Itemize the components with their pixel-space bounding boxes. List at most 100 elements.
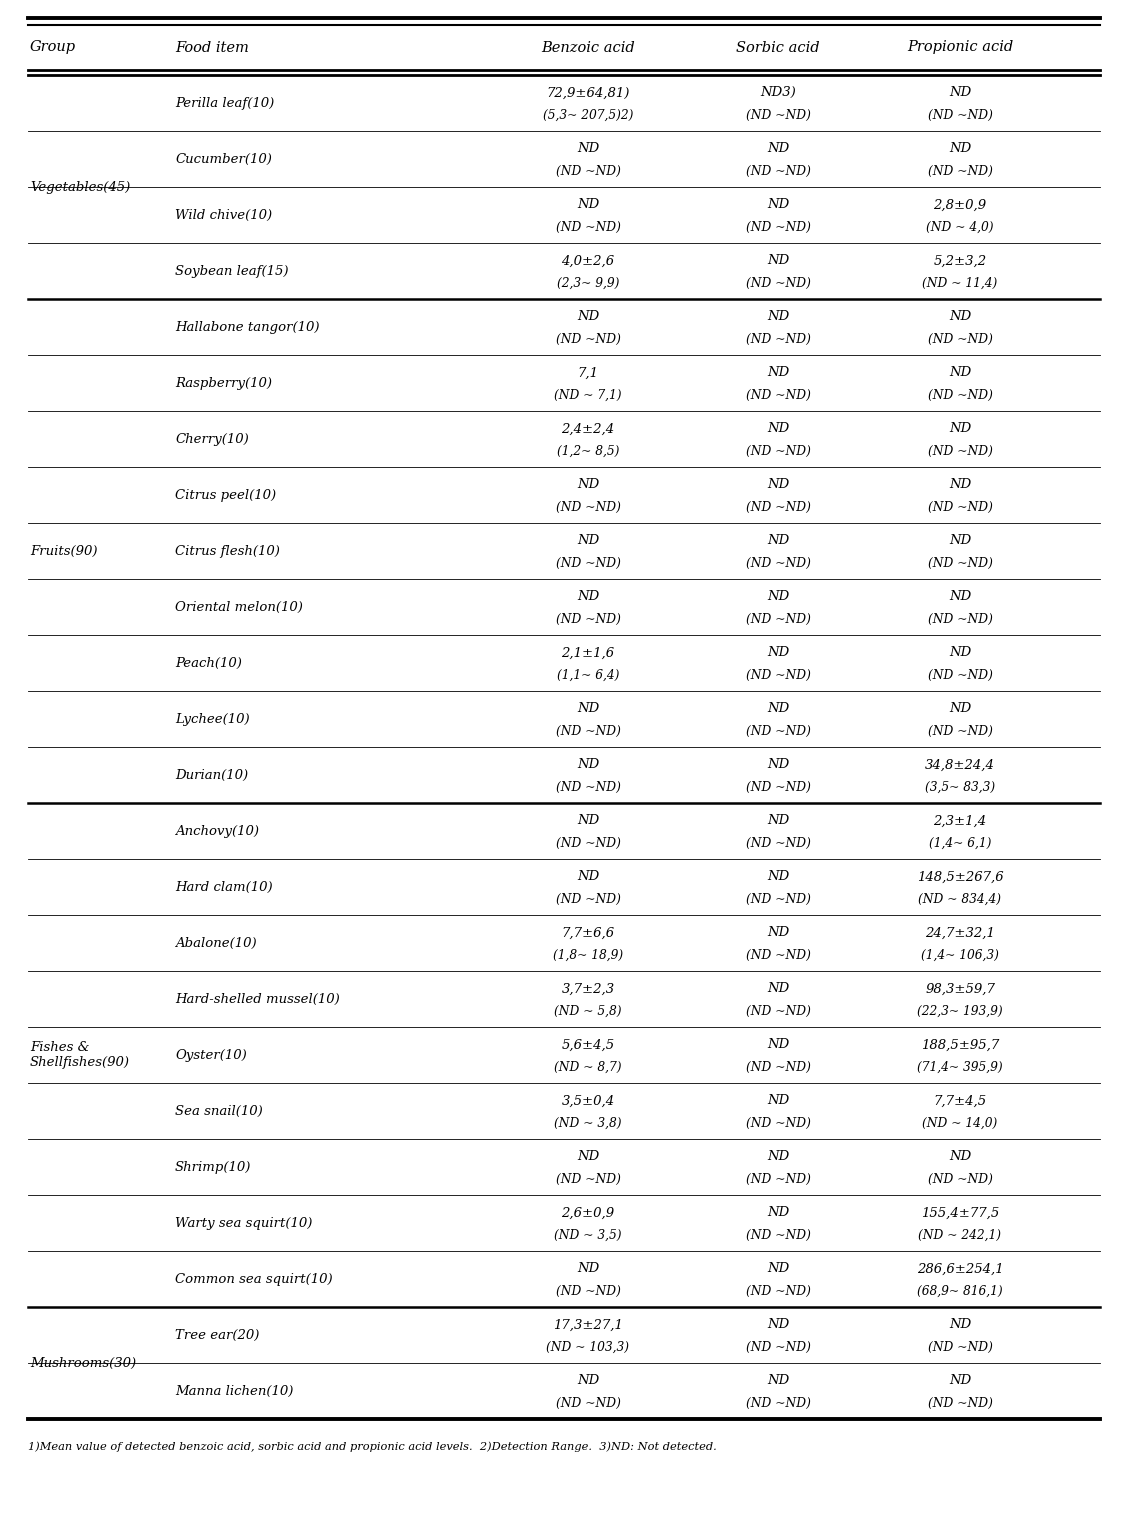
Text: ND: ND — [948, 478, 971, 492]
Text: ND: ND — [767, 1318, 789, 1332]
Text: ND: ND — [767, 478, 789, 492]
Text: ND: ND — [767, 983, 789, 995]
Text: 72,9±64,81): 72,9±64,81) — [547, 86, 630, 100]
Text: (ND ~ND): (ND ~ND) — [746, 668, 810, 682]
Text: (ND ~ND): (ND ~ND) — [746, 221, 810, 233]
Text: Oyster(10): Oyster(10) — [176, 1049, 246, 1061]
Text: ND: ND — [577, 478, 600, 492]
Text: Lychee(10): Lychee(10) — [176, 713, 250, 725]
Text: Benzoic acid: Benzoic acid — [541, 40, 634, 54]
Text: Sea snail(10): Sea snail(10) — [176, 1104, 263, 1118]
Text: (ND ~ND): (ND ~ND) — [927, 613, 992, 625]
Text: ND: ND — [767, 255, 789, 267]
Text: ND: ND — [577, 310, 600, 324]
Text: ND: ND — [948, 86, 971, 100]
Text: (ND ~ND): (ND ~ND) — [746, 892, 810, 906]
Text: Tree ear(20): Tree ear(20) — [176, 1329, 260, 1341]
Text: ND: ND — [577, 1263, 600, 1275]
Text: (1,8~ 18,9): (1,8~ 18,9) — [554, 949, 623, 962]
Text: (ND ~ND): (ND ~ND) — [746, 1341, 810, 1353]
Text: (ND ~ND): (ND ~ND) — [556, 1174, 621, 1186]
Text: (ND ~ND): (ND ~ND) — [927, 445, 992, 458]
Text: Cucumber(10): Cucumber(10) — [176, 152, 272, 166]
Text: ND: ND — [767, 1263, 789, 1275]
Text: 286,6±254,1: 286,6±254,1 — [917, 1263, 1004, 1275]
Text: (ND ~ND): (ND ~ND) — [746, 1061, 810, 1074]
Text: (68,9~ 816,1): (68,9~ 816,1) — [917, 1284, 1002, 1298]
Text: ND: ND — [767, 422, 789, 435]
Text: ND: ND — [948, 647, 971, 659]
Text: (ND ~ 103,3): (ND ~ 103,3) — [547, 1341, 630, 1353]
Text: (71,4~ 395,9): (71,4~ 395,9) — [917, 1061, 1002, 1074]
Text: (ND ~ND): (ND ~ND) — [556, 1284, 621, 1298]
Text: Hard-shelled mussel(10): Hard-shelled mussel(10) — [176, 992, 340, 1006]
Text: (1,1~ 6,4): (1,1~ 6,4) — [557, 668, 619, 682]
Text: (ND ~ND): (ND ~ND) — [746, 333, 810, 346]
Text: (ND ~ND): (ND ~ND) — [927, 333, 992, 346]
Text: (ND ~ND): (ND ~ND) — [556, 837, 621, 849]
Text: 148,5±267,6: 148,5±267,6 — [917, 871, 1004, 883]
Text: 7,7±6,6: 7,7±6,6 — [561, 926, 614, 940]
Text: (ND ~ND): (ND ~ND) — [927, 501, 992, 515]
Text: (ND ~ND): (ND ~ND) — [746, 1229, 810, 1241]
Text: ND: ND — [767, 1038, 789, 1052]
Text: (ND ~ND): (ND ~ND) — [746, 109, 810, 121]
Text: (ND ~ND): (ND ~ND) — [746, 445, 810, 458]
Text: 155,4±77,5: 155,4±77,5 — [921, 1206, 999, 1220]
Text: (ND ~ND): (ND ~ND) — [746, 276, 810, 290]
Text: (ND ~ND): (ND ~ND) — [556, 892, 621, 906]
Text: (ND ~ND): (ND ~ND) — [746, 1284, 810, 1298]
Text: 5,2±3,2: 5,2±3,2 — [934, 255, 987, 267]
Text: ND: ND — [948, 143, 971, 155]
Text: ND: ND — [577, 590, 600, 604]
Text: (ND ~ND): (ND ~ND) — [556, 613, 621, 625]
Text: (ND ~ND): (ND ~ND) — [746, 949, 810, 962]
Text: Vegetables(45): Vegetables(45) — [30, 181, 130, 194]
Text: Cherry(10): Cherry(10) — [176, 433, 249, 445]
Text: ND: ND — [767, 367, 789, 379]
Text: 24,7±32,1: 24,7±32,1 — [925, 926, 994, 940]
Text: ND: ND — [767, 590, 789, 604]
Text: (22,3~ 193,9): (22,3~ 193,9) — [917, 1005, 1002, 1018]
Text: (1,2~ 8,5): (1,2~ 8,5) — [557, 445, 619, 458]
Text: ND: ND — [767, 759, 789, 771]
Text: (5,3~ 207,5)2): (5,3~ 207,5)2) — [543, 109, 633, 121]
Text: (ND ~ 7,1): (ND ~ 7,1) — [555, 389, 622, 402]
Text: ND: ND — [767, 535, 789, 547]
Text: (ND ~ND): (ND ~ND) — [746, 837, 810, 849]
Text: (ND ~ND): (ND ~ND) — [556, 1396, 621, 1410]
Text: 5,6±4,5: 5,6±4,5 — [561, 1038, 614, 1052]
Text: (ND ~ND): (ND ~ND) — [746, 501, 810, 515]
Text: ND: ND — [767, 926, 789, 940]
Text: ND: ND — [577, 1150, 600, 1163]
Text: ND: ND — [767, 198, 789, 212]
Text: Mushrooms(30): Mushrooms(30) — [30, 1356, 136, 1370]
Text: 2,6±0,9: 2,6±0,9 — [561, 1206, 614, 1220]
Text: (ND ~ND): (ND ~ND) — [927, 164, 992, 178]
Text: Abalone(10): Abalone(10) — [176, 937, 256, 949]
Text: (ND ~ND): (ND ~ND) — [927, 558, 992, 570]
Text: (ND ~ 4,0): (ND ~ 4,0) — [926, 221, 993, 233]
Text: (ND ~ND): (ND ~ND) — [556, 558, 621, 570]
Text: (ND ~ 3,8): (ND ~ 3,8) — [555, 1117, 622, 1130]
Text: (ND ~ND): (ND ~ND) — [746, 1005, 810, 1018]
Text: Anchovy(10): Anchovy(10) — [176, 825, 259, 837]
Text: Perilla leaf(10): Perilla leaf(10) — [176, 97, 274, 109]
Text: (1,4~ 6,1): (1,4~ 6,1) — [929, 837, 991, 849]
Text: 188,5±95,7: 188,5±95,7 — [921, 1038, 999, 1052]
Text: (ND ~ND): (ND ~ND) — [556, 501, 621, 515]
Text: (ND ~ND): (ND ~ND) — [746, 780, 810, 794]
Text: 3,7±2,3: 3,7±2,3 — [561, 983, 614, 995]
Text: (ND ~ND): (ND ~ND) — [927, 1174, 992, 1186]
Text: (ND ~ND): (ND ~ND) — [746, 613, 810, 625]
Text: Propionic acid: Propionic acid — [907, 40, 1014, 54]
Text: ND: ND — [948, 1150, 971, 1163]
Text: Soybean leaf(15): Soybean leaf(15) — [176, 264, 288, 278]
Text: ND: ND — [577, 759, 600, 771]
Text: (ND ~ND): (ND ~ND) — [556, 780, 621, 794]
Text: (ND ~ND): (ND ~ND) — [746, 1117, 810, 1130]
Text: 2,1±1,6: 2,1±1,6 — [561, 647, 614, 659]
Text: 7,7±4,5: 7,7±4,5 — [934, 1095, 987, 1107]
Text: (ND ~ 5,8): (ND ~ 5,8) — [555, 1005, 622, 1018]
Text: ND: ND — [577, 814, 600, 828]
